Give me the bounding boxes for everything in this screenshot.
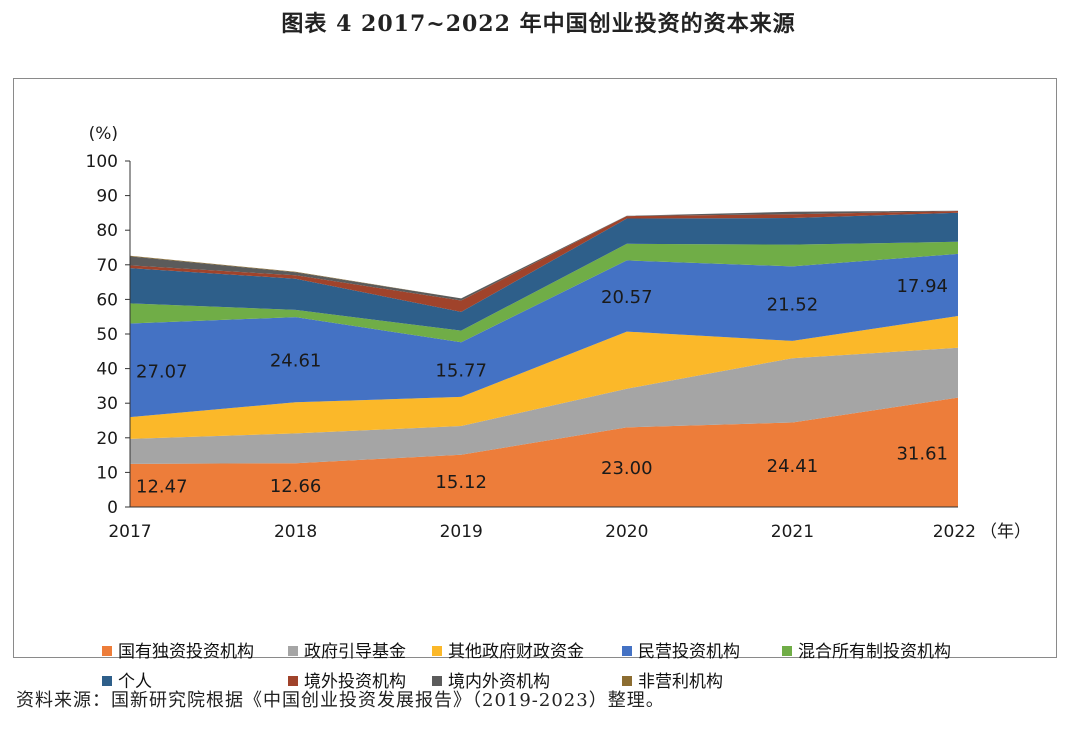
- source-note: 资料来源：国新研究院根据《中国创业投资发展报告》（2019-2023）整理。: [16, 690, 665, 711]
- legend-label: 混合所有制投资机构: [798, 642, 951, 662]
- y-tick-label: 20: [96, 429, 118, 449]
- figure-title: 图表 4 2017~2022 年中国创业投资的资本来源: [281, 11, 796, 37]
- legend-item: 民营投资机构: [622, 639, 740, 665]
- chart-legend: 国有独资投资机构 政府引导基金 其他政府财政资金 民营投资机构 混合所有制投资机构个人 境…: [102, 639, 1042, 703]
- data-label: 15.12: [435, 472, 487, 493]
- series-area-6: [130, 211, 958, 312]
- y-tick-label: 50: [96, 325, 118, 345]
- y-tick-label: 70: [96, 256, 118, 276]
- series-area-3: [130, 253, 958, 418]
- y-tick-label: 90: [96, 187, 118, 207]
- data-label: 27.07: [136, 361, 188, 382]
- series-area-4: [130, 241, 958, 343]
- legend-label: 民营投资机构: [638, 642, 740, 662]
- x-tick-label: 2020: [605, 522, 648, 542]
- legend-label: 境内外资机构: [448, 672, 550, 692]
- series-area-5: [130, 212, 958, 331]
- legend-swatch: [432, 676, 442, 686]
- x-tick-label: 2017: [108, 522, 151, 542]
- x-tick-label: 2022: [933, 522, 976, 542]
- data-label: 17.94: [896, 276, 948, 297]
- legend-swatch: [622, 676, 632, 686]
- legend-label: 其他政府财政资金: [448, 642, 584, 662]
- data-label: 15.77: [435, 361, 487, 382]
- legend-swatch: [288, 676, 298, 686]
- legend-swatch: [432, 646, 442, 656]
- legend-label: 政府引导基金: [304, 642, 406, 662]
- legend-swatch: [782, 646, 792, 656]
- legend-item: 境内外资机构: [432, 669, 550, 695]
- data-label: 12.47: [136, 476, 188, 497]
- legend-swatch: [288, 646, 298, 656]
- data-label: 12.66: [270, 476, 322, 497]
- data-label: 24.61: [270, 351, 322, 372]
- data-label: 23.00: [601, 458, 653, 479]
- y-tick-label: 10: [96, 463, 118, 483]
- legend-item: 国有独资投资机构: [102, 639, 254, 665]
- y-tick-label: 0: [107, 498, 118, 518]
- legend-swatch: [102, 676, 112, 686]
- legend-item: 个人: [102, 669, 152, 695]
- legend-item: 非营利机构: [622, 669, 723, 695]
- series-area-1: [130, 347, 958, 464]
- data-label: 21.52: [767, 295, 819, 316]
- x-tick-label: 2019: [440, 522, 483, 542]
- stacked-area-chart: 0 10 20 30 40 50 60 70 80 90 100 (%) 2017 2018 2019 202…: [86, 124, 1031, 542]
- series-area-2: [130, 316, 958, 439]
- legend-label: 国有独资投资机构: [118, 642, 254, 662]
- data-label: 20.57: [601, 287, 653, 308]
- legend-item: 混合所有制投资机构: [782, 639, 951, 665]
- chart-frame: 0 10 20 30 40 50 60 70 80 90 100 (%) 2017 2018 2019 202…: [13, 78, 1057, 692]
- y-tick-label: 30: [96, 394, 118, 414]
- data-label: 24.41: [767, 456, 819, 477]
- legend-swatch: [622, 646, 632, 656]
- y-tick-label: 60: [96, 290, 118, 310]
- legend-swatch: [102, 646, 112, 656]
- legend-label: 境外投资机构: [304, 672, 406, 692]
- x-tick-label: 2018: [274, 522, 317, 542]
- y-tick-label: 80: [96, 221, 118, 241]
- legend-label: 个人: [118, 672, 152, 692]
- y-tick-label: 100: [86, 152, 118, 172]
- legend-item: 政府引导基金: [288, 639, 406, 665]
- legend-item: 其他政府财政资金: [432, 639, 584, 665]
- y-unit-label: (%): [89, 124, 118, 144]
- legend-label: 非营利机构: [638, 672, 723, 692]
- y-tick-label: 40: [96, 360, 118, 380]
- series-area-0: [130, 397, 958, 507]
- legend-item: 境外投资机构: [288, 669, 406, 695]
- x-unit-label: （年）: [980, 522, 1031, 542]
- x-tick-label: 2021: [771, 522, 814, 542]
- data-label: 31.61: [896, 443, 948, 464]
